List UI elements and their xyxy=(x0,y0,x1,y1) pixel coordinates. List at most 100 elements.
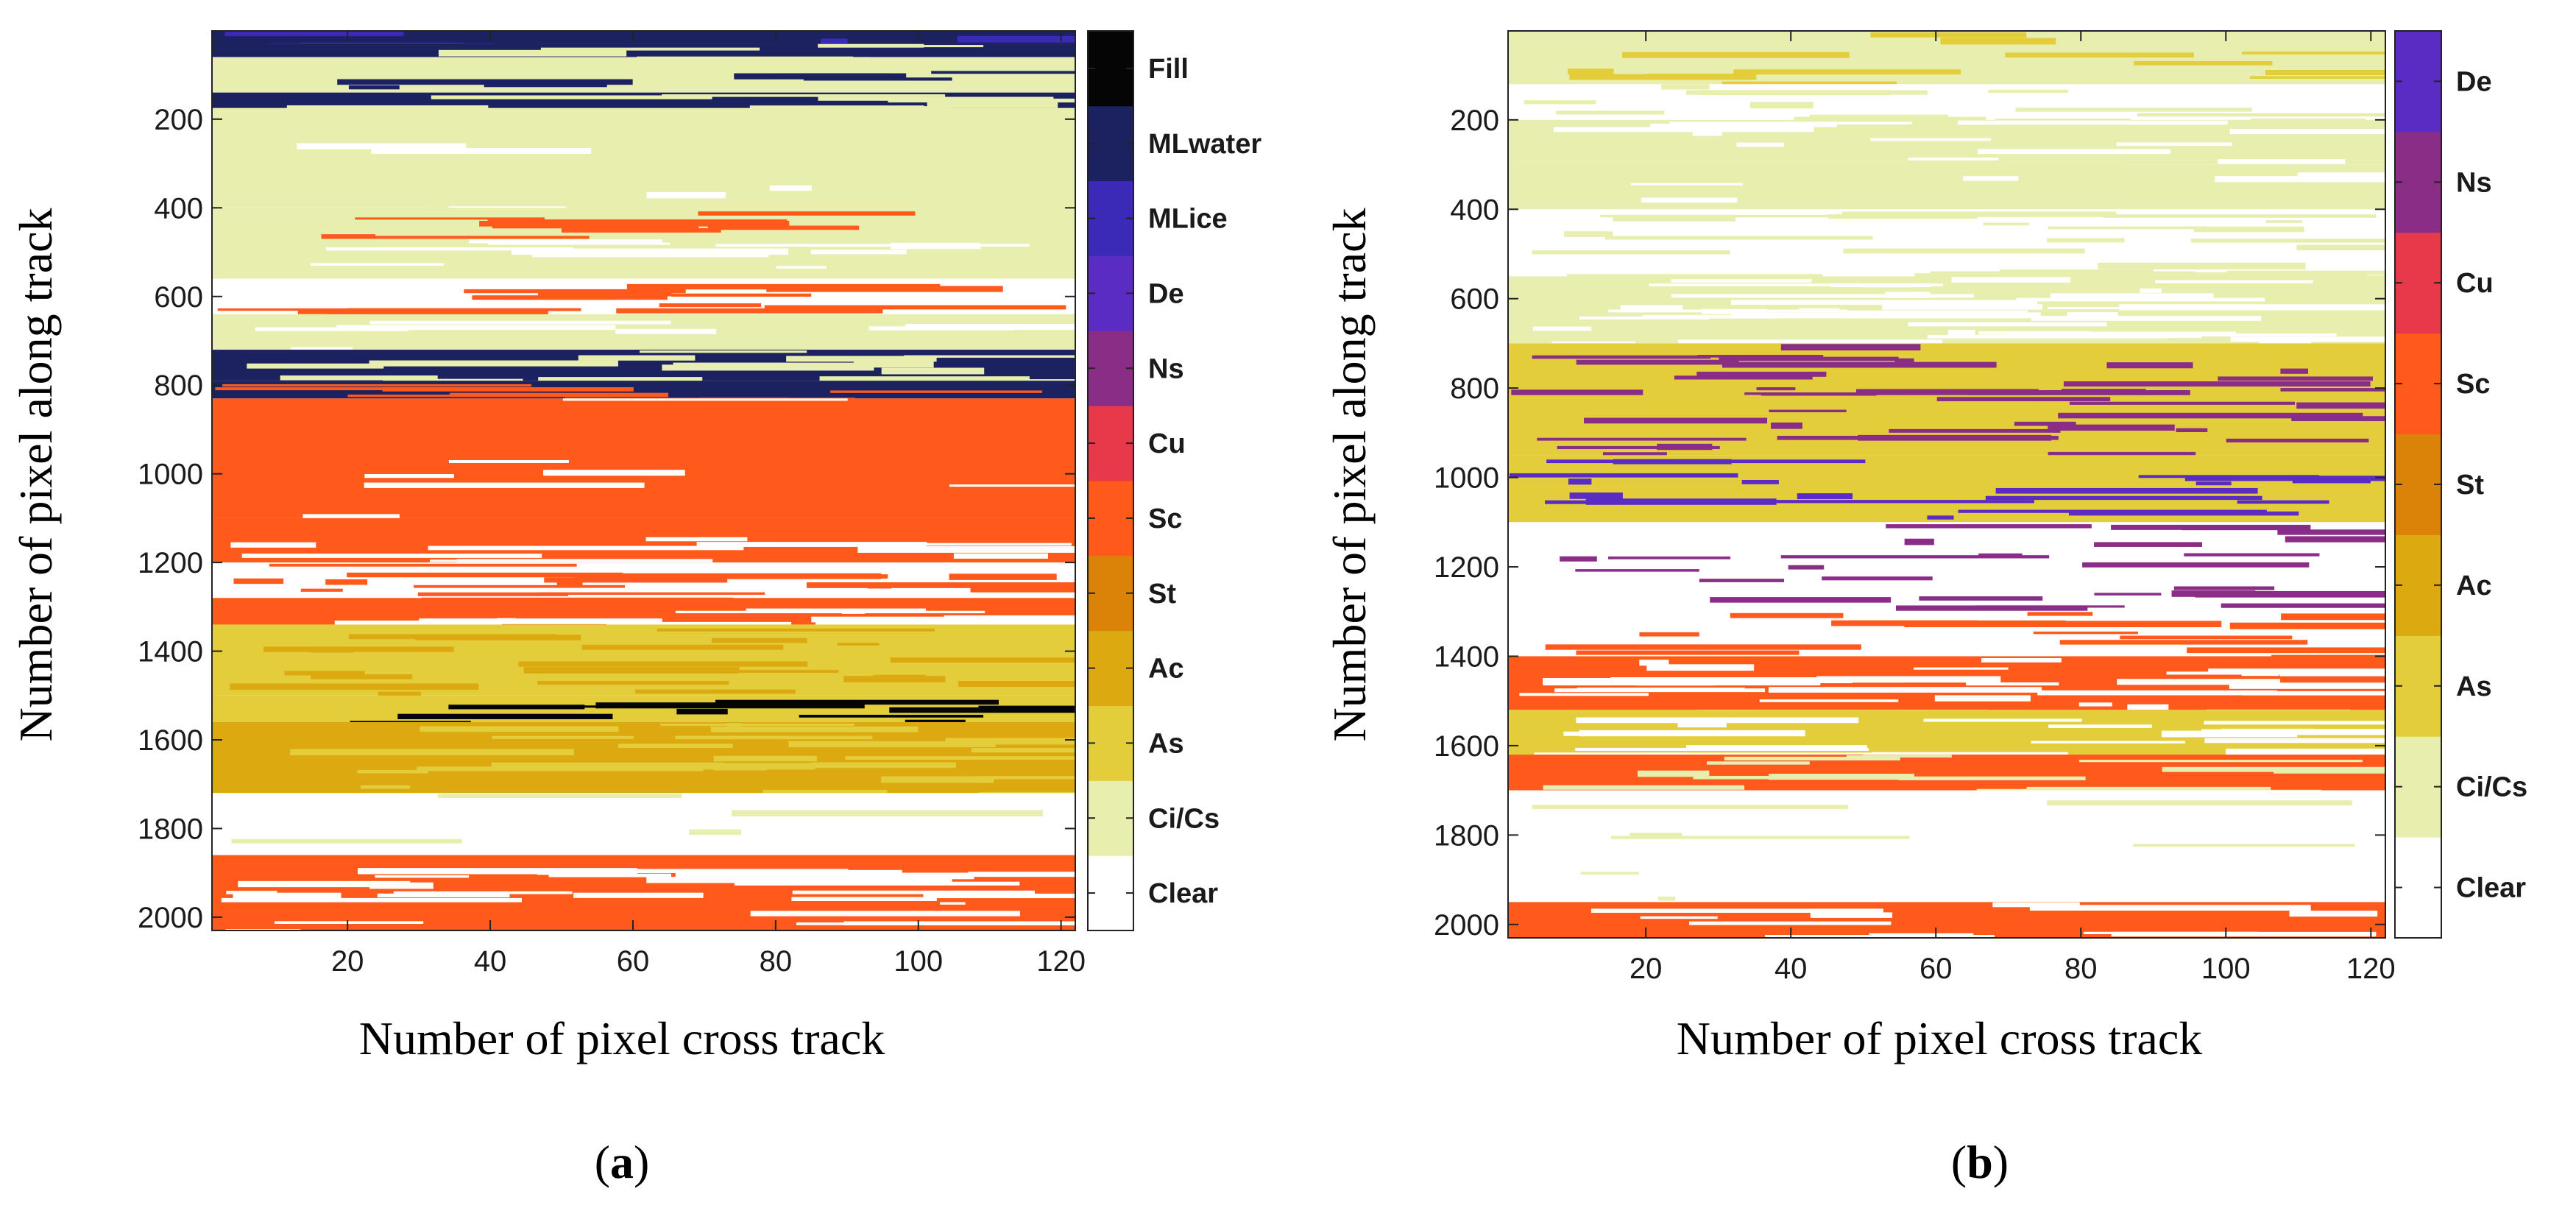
cloud-streak xyxy=(311,646,353,653)
cloud-streak xyxy=(364,473,454,478)
cloud-streak xyxy=(428,545,744,551)
cloud-streak xyxy=(1534,752,1687,756)
cloud-streak xyxy=(1810,912,1893,918)
cloud-streak xyxy=(657,628,935,632)
cloud-streak xyxy=(818,96,1054,101)
cloud-streak xyxy=(1863,755,1952,757)
cloud-streak xyxy=(819,376,1030,381)
cloud-streak xyxy=(2289,911,2378,917)
cloud-streak xyxy=(383,378,523,382)
colorbar-swatch-ac xyxy=(2395,534,2441,636)
cloud-streak xyxy=(487,219,788,224)
cloud-streak xyxy=(2119,304,2385,311)
y-tick-label: 1000 xyxy=(138,459,203,491)
cloud-streak xyxy=(573,892,704,898)
cloud-streak xyxy=(713,755,818,762)
cloud-streak xyxy=(2133,844,2355,847)
colorbar-swatch-ci-cs xyxy=(1088,780,1133,856)
cloud-streak xyxy=(698,211,916,216)
cloud-streak xyxy=(2208,668,2385,674)
cloud-streak xyxy=(280,375,438,381)
cloud-streak xyxy=(2162,766,2385,772)
cloud-streak xyxy=(2221,728,2314,735)
cloud-streak xyxy=(1532,355,1711,359)
cloud-streak xyxy=(968,872,1075,877)
x-tick-label: 60 xyxy=(1919,953,1953,985)
cloud-streak xyxy=(659,303,762,308)
cloud-streak xyxy=(1722,361,1997,368)
cloud-streak xyxy=(2215,176,2385,183)
y-tick-label: 800 xyxy=(1450,372,1499,405)
cloud-streak xyxy=(325,579,368,585)
cloud-streak xyxy=(1608,556,1731,559)
cloud-streak xyxy=(1983,222,2029,226)
cloud-streak xyxy=(868,326,1013,331)
cloud-streak xyxy=(2229,682,2385,689)
cloud-streak xyxy=(1882,304,2043,310)
cloud-streak xyxy=(662,94,946,97)
cloud-streak xyxy=(1768,687,2042,693)
cloud-streak xyxy=(616,308,883,314)
cloud-streak xyxy=(523,667,740,674)
cloud-streak xyxy=(689,829,741,836)
cloud-streak xyxy=(640,350,807,353)
cloud-streak xyxy=(1674,375,1813,380)
cloud-streak xyxy=(355,217,545,220)
cloud-streak xyxy=(881,367,985,375)
cloud-streak xyxy=(2127,704,2169,710)
colorbar-swatch-fill xyxy=(1088,31,1133,107)
cloud-streak xyxy=(1978,553,2023,557)
cloud-streak xyxy=(448,704,585,710)
cloud-streak xyxy=(2184,553,2320,557)
cloud-streak xyxy=(2280,388,2385,392)
cloud-streak xyxy=(336,325,616,331)
colorbar-label: De xyxy=(2456,66,2492,97)
cloud-streak xyxy=(1677,722,1727,728)
cloud-streak xyxy=(1650,123,1837,127)
cloud-streak xyxy=(669,622,687,626)
colorbar-swatch-as xyxy=(2395,635,2441,737)
cloud-streak xyxy=(1816,676,2001,683)
cloud-streak xyxy=(2297,172,2385,177)
cloud-streak xyxy=(269,563,577,567)
cloud-streak xyxy=(1904,621,2222,627)
cloud-streak xyxy=(2033,631,2138,635)
y-tick-label: 1600 xyxy=(138,724,203,757)
cloud-streak xyxy=(224,31,404,37)
colorbar-label: Ac xyxy=(2456,571,2492,601)
cloud-streak xyxy=(626,283,941,290)
cloud-streak xyxy=(595,702,865,709)
cloud-streak xyxy=(2014,421,2076,426)
cloud-streak xyxy=(419,618,662,624)
cloud-streak xyxy=(1995,487,2258,494)
cloud-streak xyxy=(537,681,729,685)
cloud-streak xyxy=(284,671,365,676)
cloud-streak xyxy=(430,559,531,562)
cloud-streak xyxy=(2280,270,2385,275)
colorbar-swatch-st xyxy=(1088,555,1133,632)
cloud-streak xyxy=(1894,358,1914,365)
cloud-streak xyxy=(225,929,301,936)
colorbar-swatch-cu xyxy=(1088,406,1133,481)
cloud-streak xyxy=(2226,270,2304,275)
cloud-streak xyxy=(971,748,1075,753)
cloud-streak xyxy=(2138,475,2320,478)
y-tick-label: 1000 xyxy=(1434,462,1499,495)
colorbar-label: Ns xyxy=(1148,353,1184,384)
y-tick-label: 1400 xyxy=(1434,640,1499,673)
cloud-streak xyxy=(1904,538,1934,545)
cloud-streak xyxy=(660,723,854,727)
cloud-streak xyxy=(417,592,568,596)
y-tick-label: 1400 xyxy=(138,636,203,668)
cloud-streak xyxy=(874,45,984,48)
cloud-streak xyxy=(1794,116,1986,122)
y-axis-title-a: Number of pixel along track xyxy=(10,208,62,741)
y-tick-label: 800 xyxy=(154,370,203,402)
cloud-streak xyxy=(347,308,581,311)
cloud-streak xyxy=(672,765,815,770)
cloud-streak xyxy=(2184,476,2385,481)
cloud-streak xyxy=(548,873,671,877)
cloud-streak xyxy=(438,49,627,57)
cloud-streak xyxy=(1701,308,1767,314)
cloud-streak xyxy=(2277,529,2385,535)
